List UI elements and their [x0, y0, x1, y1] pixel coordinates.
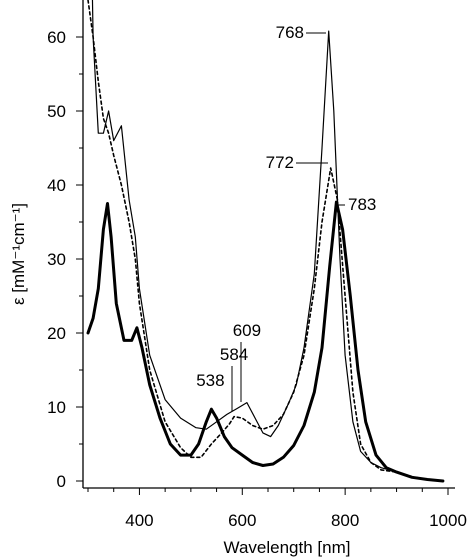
y-tick-label: 0	[57, 472, 66, 491]
series-line-thin-solid	[91, 0, 444, 482]
series-line-thick-solid	[86, 200, 445, 483]
peak-label-768: 768	[276, 23, 304, 42]
peak-label-584: 584	[220, 345, 248, 364]
x-tick-label: 1000	[429, 511, 467, 530]
x-tick-label: 800	[331, 511, 359, 530]
peak-label-772: 772	[266, 153, 294, 172]
peak-label-538: 538	[196, 371, 224, 390]
series-layer	[86, 0, 445, 483]
x-tick-label: 400	[125, 511, 153, 530]
annotation-layer: 768 772 783 609 584 538	[196, 23, 376, 411]
peak-label-609: 609	[233, 321, 261, 340]
series-line-dashed	[87, 0, 444, 482]
y-tick-label: 60	[47, 28, 66, 47]
y-tick-label: 20	[47, 324, 66, 343]
x-axis-title: Wavelength [nm]	[224, 538, 351, 557]
axes: 400 600 800 1000 0 10 20 30 40 50 60	[47, 0, 467, 530]
y-tick-label: 10	[47, 398, 66, 417]
peak-label-783: 783	[348, 195, 376, 214]
y-tick-label: 50	[47, 102, 66, 121]
x-tick-label: 600	[228, 511, 256, 530]
y-tick-label: 40	[47, 176, 66, 195]
y-tick-label: 30	[47, 250, 66, 269]
y-axis-title: ε [mM⁻¹cm⁻¹]	[9, 203, 28, 305]
